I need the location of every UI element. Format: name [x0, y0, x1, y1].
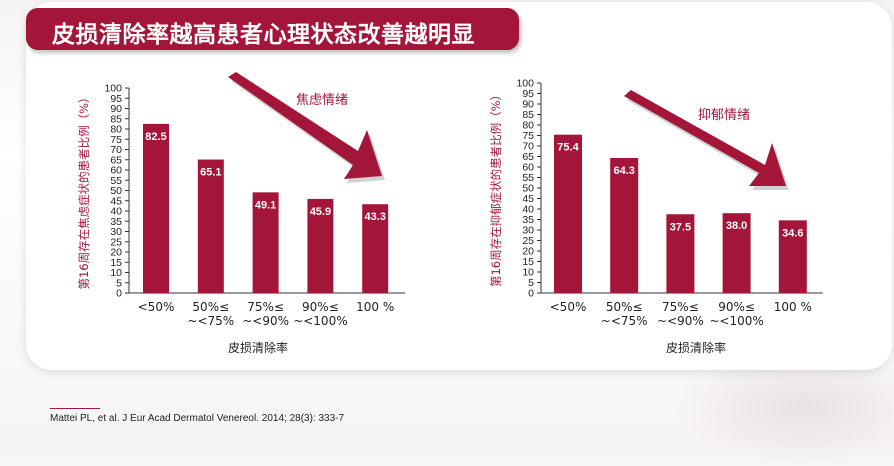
y-tick-label: 20 — [522, 246, 534, 258]
x-tick-label: 50%≤ — [192, 300, 229, 314]
y-tick-label: 25 — [522, 235, 534, 247]
x-tick-label: ~<75% — [601, 314, 648, 328]
x-tick-label: 75%≤ — [662, 300, 699, 314]
bar — [252, 192, 279, 293]
x-tick-label: 50%≤ — [606, 300, 643, 314]
x-tick-label: ~<100% — [709, 314, 763, 328]
bar-value-label: 49.1 — [255, 199, 276, 211]
x-tick-label: 90%≤ — [302, 300, 339, 314]
x-axis-label: 皮损清除率 — [228, 340, 288, 355]
y-tick-label: 90 — [522, 99, 534, 111]
x-tick-label: ~<90% — [242, 314, 289, 328]
y-tick-label: 45 — [110, 195, 122, 207]
y-tick-label: 50 — [110, 185, 122, 197]
citation: Mattei PL, et al. J Eur Acad Dermatol Ve… — [50, 413, 345, 424]
bar-value-label: 37.5 — [670, 221, 691, 233]
y-tick-label: 70 — [522, 141, 534, 153]
y-axis-label: 第16周存在抑郁症状的患者比例（%） — [489, 89, 503, 287]
y-tick-label: 20 — [110, 247, 122, 259]
y-tick-label: 5 — [528, 277, 534, 289]
y-tick-label: 60 — [110, 165, 122, 177]
y-tick-label: 0 — [116, 288, 122, 300]
citation-rule — [50, 408, 100, 409]
bar — [362, 204, 389, 293]
y-tick-label: 60 — [522, 162, 534, 174]
y-tick-label: 35 — [522, 214, 534, 226]
depression-bar-chart: 0510152025303540455055606570758085909510… — [489, 78, 823, 355]
bar — [722, 213, 751, 293]
x-tick-label: 100 % — [356, 300, 394, 314]
y-tick-label: 10 — [522, 267, 534, 279]
series-title: 抑郁情绪 — [698, 108, 750, 123]
x-tick-label: ~<100% — [293, 314, 347, 328]
bar-value-label: 75.4 — [557, 142, 579, 154]
y-tick-label: 50 — [522, 183, 534, 195]
y-tick-label: 95 — [522, 88, 534, 100]
content-panel — [26, 2, 892, 370]
y-tick-label: 55 — [522, 172, 534, 184]
y-tick-label: 15 — [522, 256, 534, 268]
bar-value-label: 65.1 — [200, 167, 221, 179]
y-tick-label: 85 — [522, 109, 534, 121]
page-title: 皮损清除率越高患者心理状态改善越明显 — [52, 22, 475, 48]
y-tick-label: 40 — [522, 204, 534, 216]
y-tick-label: 100 — [516, 78, 534, 90]
y-tick-label: 95 — [110, 93, 122, 105]
bar-value-label: 45.9 — [310, 206, 331, 218]
bar — [666, 214, 695, 293]
y-tick-label: 30 — [110, 226, 122, 238]
y-tick-label: 80 — [110, 124, 122, 136]
x-axis-label: 皮损清除率 — [666, 340, 726, 355]
bar-value-label: 82.5 — [145, 131, 166, 143]
y-tick-label: 15 — [110, 257, 122, 269]
y-tick-label: 5 — [116, 277, 122, 289]
y-tick-label: 65 — [522, 151, 534, 163]
y-tick-label: 40 — [110, 206, 122, 218]
x-tick-label: 75%≤ — [247, 300, 284, 314]
bar — [610, 157, 639, 293]
y-tick-label: 55 — [110, 175, 122, 187]
y-tick-label: 100 — [104, 83, 122, 95]
x-tick-label: 90%≤ — [718, 300, 755, 314]
bar — [143, 123, 169, 293]
y-tick-label: 30 — [522, 225, 534, 237]
y-tick-label: 90 — [110, 103, 122, 115]
y-tick-label: 80 — [522, 120, 534, 132]
bar — [307, 198, 334, 293]
x-tick-label: <50% — [138, 300, 175, 314]
y-tick-label: 35 — [110, 216, 122, 228]
y-tick-label: 75 — [110, 134, 122, 146]
x-tick-label: <50% — [550, 300, 587, 314]
title-banner: 皮损清除率越高患者心理状态改善越明显 — [26, 8, 519, 50]
bar — [778, 220, 807, 293]
y-tick-label: 10 — [110, 267, 122, 279]
bar-value-label: 34.6 — [782, 227, 803, 239]
series-title: 焦虑情绪 — [296, 93, 348, 108]
y-tick-label: 70 — [110, 144, 122, 156]
y-tick-label: 25 — [110, 236, 122, 248]
x-tick-label: ~<75% — [187, 314, 234, 328]
bar-value-label: 38.0 — [726, 220, 747, 232]
x-tick-label: ~<90% — [657, 314, 704, 328]
anxiety-bar-chart: 0510152025303540455055606570758085909510… — [77, 72, 406, 355]
bar-value-label: 43.3 — [364, 211, 385, 223]
y-tick-label: 0 — [528, 288, 534, 300]
bar-value-label: 64.3 — [613, 165, 634, 177]
x-tick-label: 100 % — [774, 300, 812, 314]
bar — [554, 134, 582, 293]
trend-arrow-icon — [228, 72, 382, 179]
y-tick-label: 85 — [110, 113, 122, 125]
bar — [197, 159, 224, 293]
trend-arrow-icon — [624, 90, 786, 186]
y-tick-label: 65 — [110, 154, 122, 166]
y-tick-label: 45 — [522, 193, 534, 205]
y-axis-label: 第16周存在焦虑症状的患者比例（%） — [77, 91, 91, 289]
y-tick-label: 75 — [522, 130, 534, 142]
